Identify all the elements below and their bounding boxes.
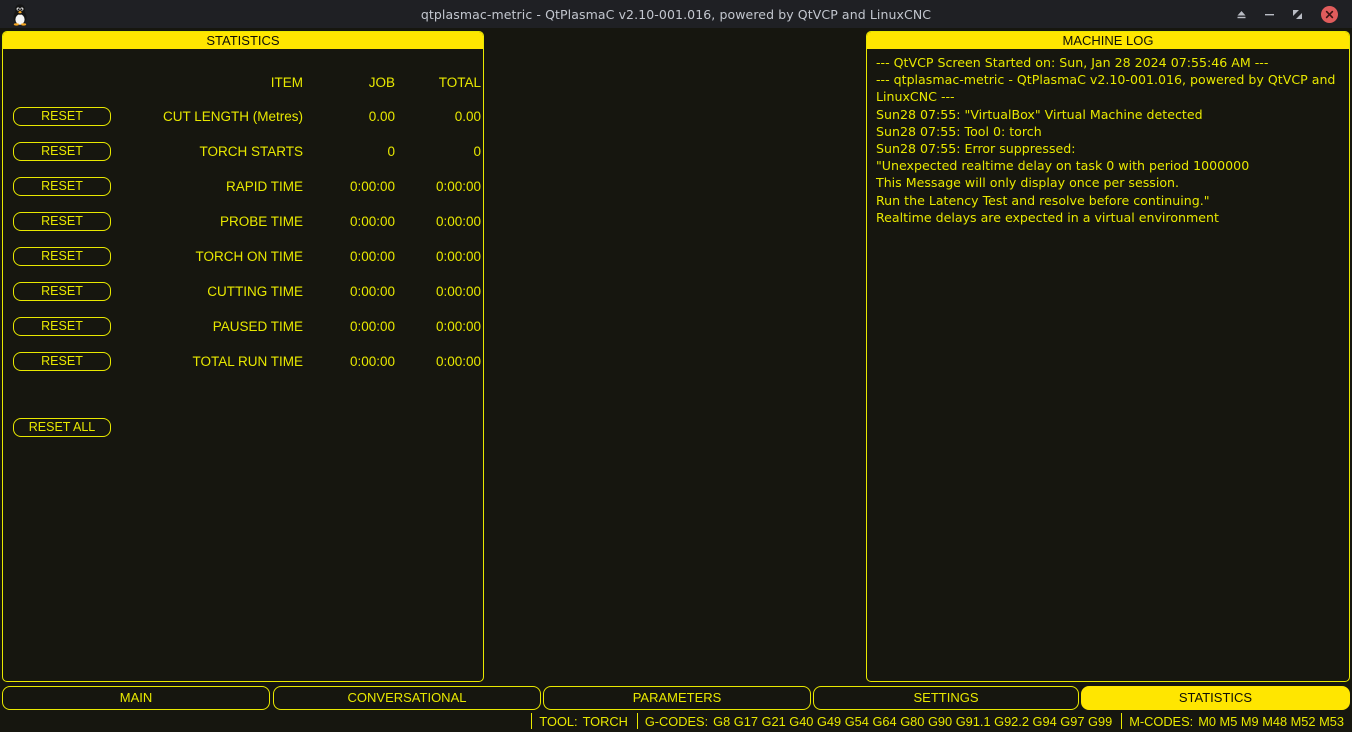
status-gcodes-label: G-CODES: [644, 713, 709, 729]
reset-button-rapid-time[interactable]: RESET [13, 176, 111, 196]
statistics-panel: STATISTICS ITEM JOB TOTAL RESET CUT LENG… [2, 31, 484, 682]
stat-item-label: TORCH ON TIME [195, 248, 303, 264]
machine-log-panel: MACHINE LOG --- QtVCP Screen Started on:… [866, 31, 1350, 682]
reset-cell: RESET [3, 246, 113, 266]
shade-icon[interactable] [1228, 1, 1254, 27]
tab-settings[interactable]: SETTINGS [813, 686, 1079, 710]
stat-job-value: 0:00:00 [349, 178, 395, 194]
status-divider [1121, 713, 1123, 729]
status-divider [531, 713, 533, 729]
reset-cell: RESET [3, 141, 113, 161]
window-titlebar: qtplasmac-metric - QtPlasmaC v2.10-001.0… [0, 0, 1352, 28]
stat-total-value: 0:00:00 [435, 178, 481, 194]
status-tool-value: TORCH [582, 713, 628, 729]
stat-total-value: 0:00:00 [435, 318, 481, 334]
machine-log-text[interactable]: --- QtVCP Screen Started on: Sun, Jan 28… [876, 55, 1336, 225]
reset-cell: RESET [3, 281, 113, 301]
reset-button-torch-on-time[interactable]: RESET [13, 246, 111, 266]
table-row: RESET TORCH STARTS 0 0 [3, 140, 483, 162]
tab-statistics[interactable]: STATISTICS [1081, 686, 1350, 710]
close-button[interactable] [1316, 1, 1342, 27]
stat-total-value: 0 [473, 143, 481, 159]
table-row: RESET TOTAL RUN TIME 0:00:00 0:00:00 [3, 350, 483, 372]
table-row: RESET RAPID TIME 0:00:00 0:00:00 [3, 175, 483, 197]
statistics-panel-header: STATISTICS [3, 32, 483, 49]
stat-item-label: CUT LENGTH (Metres) [162, 108, 303, 124]
table-row: RESET CUTTING TIME 0:00:00 0:00:00 [3, 280, 483, 302]
tab-conversational[interactable]: CONVERSATIONAL [273, 686, 541, 710]
status-mcodes-value: M0 M5 M9 M48 M52 M53 [1198, 713, 1344, 729]
reset-button-total-run-time[interactable]: RESET [13, 351, 111, 371]
status-bar: TOOL: TORCH G-CODES: G8 G17 G21 G40 G49 … [0, 710, 1352, 732]
maximize-icon[interactable] [1284, 1, 1310, 27]
stat-job-value: 0:00:00 [349, 213, 395, 229]
reset-cell: RESET [3, 316, 113, 336]
reset-all-cell: RESET ALL [13, 418, 111, 437]
statistics-table: ITEM JOB TOTAL RESET CUT LENGTH (Metres)… [3, 49, 483, 681]
stat-job-value: 0 [387, 143, 395, 159]
reset-button-paused-time[interactable]: RESET [13, 316, 111, 336]
status-gcodes-value: G8 G17 G21 G40 G49 G54 G64 G80 G90 G91.1… [713, 713, 1113, 729]
table-row: RESET PAUSED TIME 0:00:00 0:00:00 [3, 315, 483, 337]
stat-total-value: 0:00:00 [435, 213, 481, 229]
stat-item-label: TOTAL RUN TIME [192, 353, 303, 369]
reset-cell: RESET [3, 106, 113, 126]
table-row: RESET TORCH ON TIME 0:00:00 0:00:00 [3, 245, 483, 267]
table-header-row: ITEM JOB TOTAL [3, 71, 483, 93]
stat-item-label: PAUSED TIME [212, 318, 303, 334]
status-mcodes-label: M-CODES: [1129, 713, 1194, 729]
machine-log-panel-header: MACHINE LOG [867, 32, 1349, 49]
column-header-item: ITEM [270, 74, 303, 90]
reset-cell: RESET [3, 351, 113, 371]
stat-total-value: 0.00 [454, 108, 481, 124]
status-divider [636, 713, 638, 729]
tab-parameters[interactable]: PARAMETERS [543, 686, 811, 710]
close-icon [1320, 5, 1338, 23]
window-title: qtplasmac-metric - QtPlasmaC v2.10-001.0… [420, 6, 932, 22]
status-tool-label: TOOL: [539, 713, 578, 729]
minimize-icon[interactable] [1256, 1, 1282, 27]
table-row: RESET CUT LENGTH (Metres) 0.00 0.00 [3, 105, 483, 127]
column-header-job: JOB [368, 74, 395, 90]
reset-all-button[interactable]: RESET ALL [13, 418, 111, 437]
bottom-tab-bar: MAIN CONVERSATIONAL PARAMETERS SETTINGS … [0, 686, 1352, 710]
stat-job-value: 0:00:00 [349, 283, 395, 299]
stat-total-value: 0:00:00 [435, 353, 481, 369]
stat-total-value: 0:00:00 [435, 283, 481, 299]
tab-main[interactable]: MAIN [2, 686, 270, 710]
reset-button-cutting-time[interactable]: RESET [13, 281, 111, 301]
stat-item-label: TORCH STARTS [199, 143, 303, 159]
stat-total-value: 0:00:00 [435, 248, 481, 264]
reset-button-torch-starts[interactable]: RESET [13, 141, 111, 161]
reset-button-probe-time[interactable]: RESET [13, 211, 111, 231]
stat-item-label: RAPID TIME [225, 178, 303, 194]
stat-job-value: 0:00:00 [349, 318, 395, 334]
reset-cell: RESET [3, 176, 113, 196]
column-header-total: TOTAL [438, 74, 481, 90]
stat-job-value: 0:00:00 [349, 353, 395, 369]
stat-item-label: CUTTING TIME [207, 283, 303, 299]
stat-job-value: 0:00:00 [349, 248, 395, 264]
reset-button-cut-length[interactable]: RESET [13, 106, 111, 126]
table-row: RESET PROBE TIME 0:00:00 0:00:00 [3, 210, 483, 232]
stat-job-value: 0.00 [368, 108, 395, 124]
stat-item-label: PROBE TIME [219, 213, 303, 229]
tux-penguin-icon [6, 0, 34, 28]
reset-cell: RESET [3, 211, 113, 231]
